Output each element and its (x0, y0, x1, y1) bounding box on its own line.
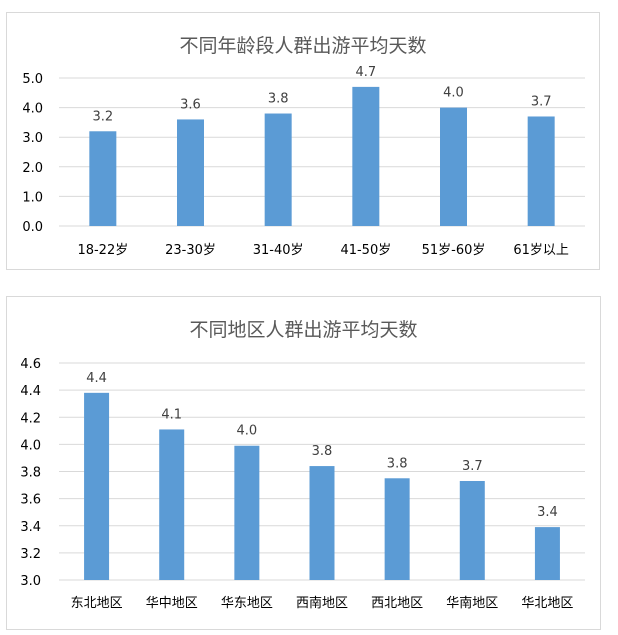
bar (309, 466, 335, 580)
data-label: 3.8 (268, 92, 289, 107)
category-label: 华中地区 (146, 596, 198, 611)
data-label: 3.6 (180, 97, 201, 112)
y-tick-label: 3.6 (20, 493, 41, 508)
bar (89, 131, 117, 226)
region-chart-panel: 不同地区人群出游平均天数 3.0 3.2 3.4 3.6 3.8 4.0 4.2 4.4 4.6… (6, 296, 601, 630)
data-label: 3.8 (387, 456, 408, 471)
category-label: 华南地区 (446, 595, 498, 611)
y-tick-label: 5.0 (22, 72, 43, 87)
y-tick-label: 3.0 (20, 574, 41, 589)
y-tick-label: 2.0 (22, 161, 43, 176)
bar (384, 478, 410, 580)
y-tick-label: 4.0 (20, 438, 41, 453)
y-tick-label: 3.2 (20, 547, 41, 562)
y-tick-label: 3.4 (20, 520, 41, 535)
bar (459, 480, 485, 580)
category-label: 西南地区 (296, 595, 348, 611)
y-tick-label: 3.0 (22, 131, 43, 146)
y-tick-label: 4.2 (20, 411, 41, 426)
chart-title: 不同年龄段人群出游平均天数 (179, 35, 427, 57)
data-label: 3.4 (537, 505, 558, 520)
region-bar-chart: 3.0 3.2 3.4 3.6 3.8 4.0 4.2 4.4 4.6 4.4 东北地区 4.1 华中地… (20, 357, 585, 611)
data-label: 4.0 (443, 86, 464, 101)
bar (264, 113, 292, 226)
bar (534, 527, 560, 580)
category-label: 61岁以上 (513, 243, 569, 258)
bar (352, 86, 380, 226)
data-label: 4.0 (237, 424, 258, 439)
y-tick-label: 3.8 (20, 466, 41, 481)
category-label: 31-40岁 (253, 243, 304, 258)
category-label: 41-50岁 (340, 243, 391, 258)
bar (84, 392, 110, 580)
data-label: 4.4 (86, 371, 107, 386)
data-label: 3.7 (462, 459, 483, 474)
y-tick-label: 4.4 (20, 384, 41, 399)
y-tick-label: 1.0 (22, 190, 43, 205)
bar (527, 116, 555, 226)
bar (234, 445, 260, 580)
data-label: 3.8 (312, 444, 333, 459)
data-label: 4.7 (355, 65, 376, 80)
category-label: 23-30岁 (165, 243, 216, 258)
bar (440, 107, 467, 226)
y-tick-label: 0.0 (22, 220, 43, 235)
data-label: 3.2 (92, 109, 113, 124)
category-label: 华北地区 (521, 596, 573, 611)
category-label: 华东地区 (221, 596, 273, 611)
bar (159, 429, 185, 580)
age-chart-panel: 不同年龄段人群出游平均天数 0.0 1.0 2.0 3.0 4.0 5.0 3.2 18-22… (6, 12, 600, 270)
data-label: 4.1 (161, 407, 182, 422)
category-label: 西北地区 (371, 596, 423, 611)
category-label: 18-22岁 (77, 243, 128, 258)
age-bar-chart: 0.0 1.0 2.0 3.0 4.0 5.0 3.2 18-22岁 3.6 23-30岁 3.8 3… (22, 65, 585, 258)
category-label: 51岁-60岁 (422, 243, 486, 258)
category-label: 东北地区 (71, 596, 123, 611)
y-tick-label: 4.0 (22, 102, 43, 117)
y-tick-label: 4.6 (20, 357, 41, 372)
data-label: 3.7 (531, 94, 552, 109)
chart-title: 不同地区人群出游平均天数 (189, 319, 418, 341)
bar (177, 119, 204, 226)
